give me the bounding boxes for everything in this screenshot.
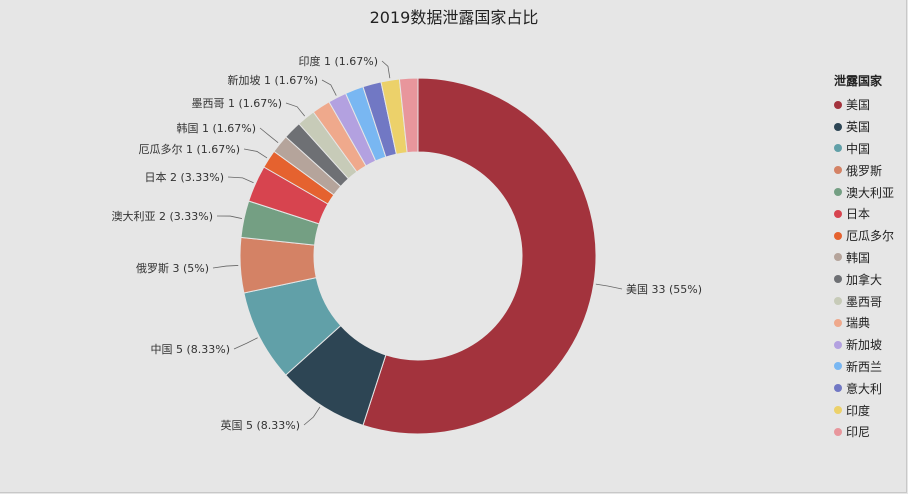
legend-item-美国[interactable]: 美国: [834, 94, 894, 116]
leader-line-中国: [233, 337, 258, 350]
legend-swatch: [834, 318, 842, 327]
legend-label: 英国: [846, 120, 871, 135]
legend-swatch: [834, 122, 842, 131]
legend-item-印度[interactable]: 印度: [834, 399, 894, 421]
legend-swatch: [834, 100, 842, 109]
legend-item-墨西哥[interactable]: 墨西哥: [834, 290, 894, 312]
legend-label: 澳大利亚: [846, 185, 895, 200]
leader-line-韩国: [259, 127, 279, 144]
legend-swatch: [834, 144, 842, 153]
legend-item-意大利[interactable]: 意大利: [834, 377, 894, 399]
legend-swatch: [834, 427, 842, 436]
leader-line-墨西哥: [285, 102, 306, 117]
legend-item-中国[interactable]: 中国: [834, 138, 894, 160]
legend-label: 新加坡: [846, 338, 883, 353]
data-label-韩国: 韩国 1 (1.67%): [176, 121, 256, 135]
legend-swatch: [834, 384, 842, 393]
data-label-澳大利亚: 澳大利亚 2 (3.33%): [111, 209, 213, 223]
pie-slice-印尼[interactable]: [398, 77, 419, 154]
pie-slice-美国[interactable]: [362, 77, 597, 435]
leader-line-日本: [227, 176, 254, 184]
data-label-墨西哥: 墨西哥 1 (1.67%): [191, 97, 282, 110]
legend-label: 新西兰: [846, 359, 883, 374]
legend-item-瑞典[interactable]: 瑞典: [834, 312, 894, 334]
legend-swatch: [834, 297, 842, 306]
legend-swatch: [834, 340, 842, 349]
data-label-中国: 中国 5 (8.33%): [150, 343, 230, 356]
legend-label: 意大利: [846, 381, 883, 396]
legend-swatch: [834, 253, 842, 262]
legend-swatch: [834, 209, 842, 218]
legend-swatch: [834, 166, 842, 175]
legend-item-新西兰[interactable]: 新西兰: [834, 356, 894, 378]
data-label-美国: 美国 33 (55%): [626, 283, 702, 296]
legend-item-澳大利亚[interactable]: 澳大利亚: [834, 181, 894, 203]
data-label-日本: 日本 2 (3.33%): [144, 170, 224, 184]
legend-swatch: [834, 406, 842, 415]
legend-label: 墨西哥: [846, 294, 883, 309]
legend-swatch: [834, 275, 842, 284]
legend-title: 泄露国家: [834, 74, 883, 88]
leader-line-厄瓜多尔: [243, 148, 268, 159]
legend-label: 厄瓜多尔: [846, 229, 895, 244]
data-label-厄瓜多尔: 厄瓜多尔 1 (1.67%): [138, 142, 240, 156]
leader-line-新加坡: [321, 79, 337, 96]
chart-title: 2019数据泄露国家占比: [369, 8, 539, 27]
leader-line-英国: [303, 406, 321, 426]
legend-label: 加拿大: [846, 272, 883, 287]
legend-label: 日本: [846, 207, 871, 222]
legend-swatch: [834, 362, 842, 371]
legend-label: 俄罗斯: [846, 163, 883, 178]
legend-item-韩国[interactable]: 韩国: [834, 247, 894, 269]
legend-items: 美国英国中国俄罗斯澳大利亚日本厄瓜多尔韩国加拿大墨西哥瑞典新加坡新西兰意大利印度…: [834, 94, 894, 443]
legend-label: 美国: [846, 98, 871, 113]
legend-label: 印度: [846, 403, 871, 418]
leader-line-美国: [595, 283, 623, 290]
legend: 泄露国家 美国英国中国俄罗斯澳大利亚日本厄瓜多尔韩国加拿大墨西哥瑞典新加坡新西兰…: [834, 72, 894, 443]
legend-label: 印尼: [846, 425, 871, 440]
leader-line-俄罗斯: [212, 265, 239, 269]
data-label-新加坡: 新加坡 1 (1.67%): [227, 73, 318, 87]
legend-item-新加坡[interactable]: 新加坡: [834, 334, 894, 356]
legend-item-厄瓜多尔[interactable]: 厄瓜多尔: [834, 225, 894, 247]
legend-item-俄罗斯[interactable]: 俄罗斯: [834, 159, 894, 181]
legend-item-印尼[interactable]: 印尼: [834, 421, 894, 443]
data-label-俄罗斯: 俄罗斯 3 (5%): [136, 262, 209, 275]
legend-swatch: [834, 231, 842, 240]
legend-item-英国[interactable]: 英国: [834, 116, 894, 138]
legend-swatch: [834, 188, 842, 197]
legend-label: 瑞典: [846, 316, 871, 331]
legend-label: 中国: [846, 141, 871, 156]
legend-label: 韩国: [846, 250, 871, 265]
data-label-英国: 英国 5 (8.33%): [220, 418, 300, 432]
legend-item-加拿大[interactable]: 加拿大: [834, 268, 894, 290]
legend-item-日本[interactable]: 日本: [834, 203, 894, 225]
data-label-印度: 印度 1 (1.67%): [298, 54, 378, 68]
leader-line-印度: [381, 60, 391, 79]
leader-line-澳大利亚: [216, 215, 243, 219]
